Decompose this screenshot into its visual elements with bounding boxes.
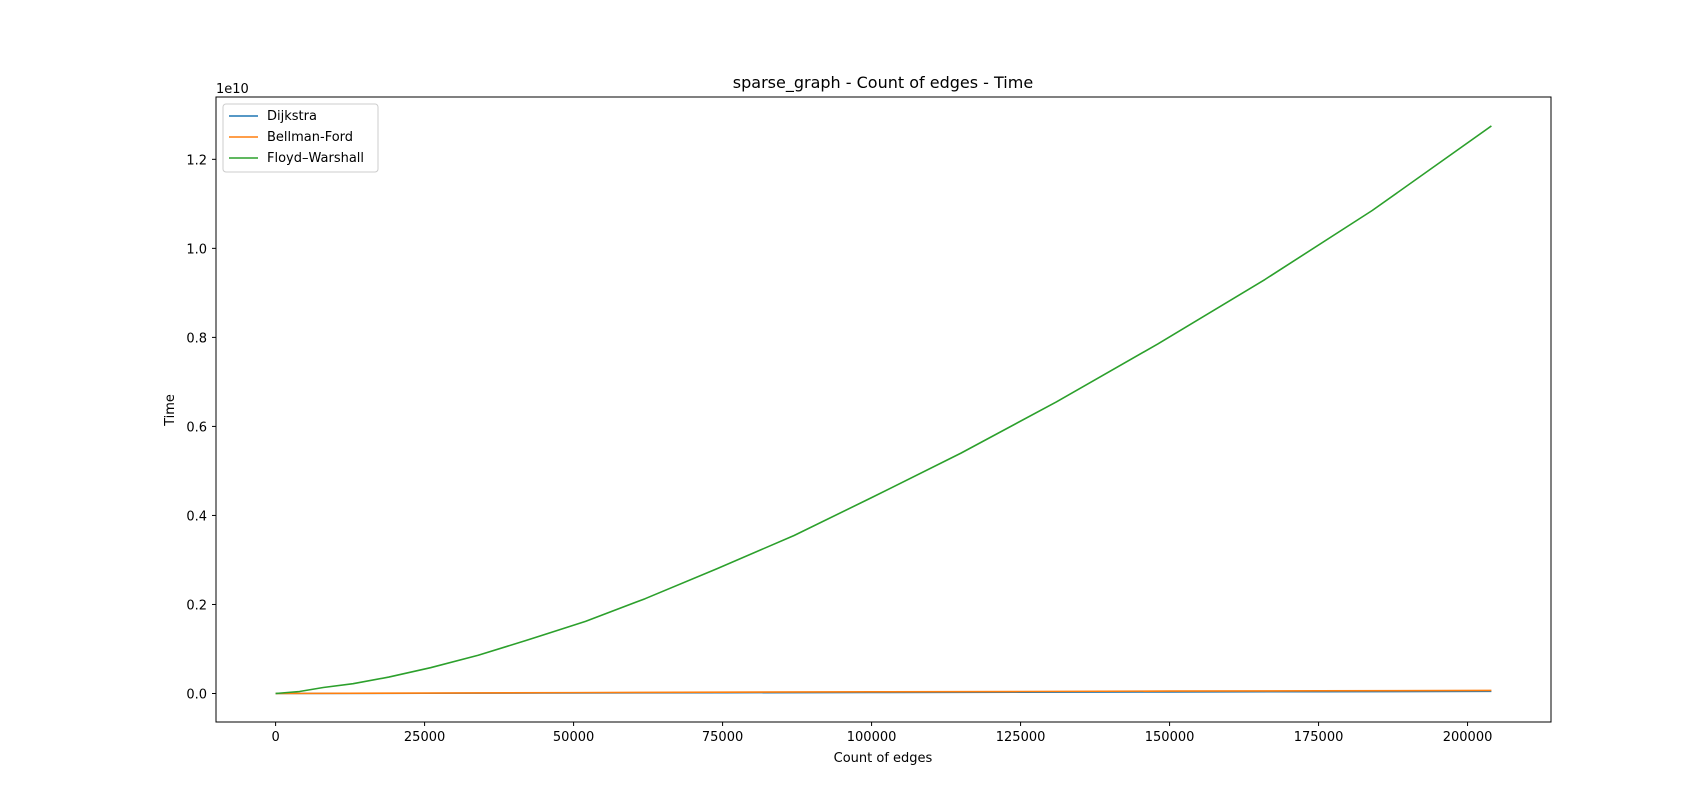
x-axis-label: Count of edges bbox=[834, 751, 933, 766]
x-tick-label: 0 bbox=[271, 730, 279, 745]
x-tick-label: 200000 bbox=[1443, 730, 1493, 745]
series-line-bellman-ford bbox=[275, 689, 1492, 695]
legend-label-floyd-warshall: Floyd–Warshall bbox=[267, 151, 364, 166]
y-tick-label: 0.0 bbox=[186, 688, 207, 703]
plot-area bbox=[216, 97, 1551, 722]
x-tick-label: 100000 bbox=[847, 730, 897, 745]
y-axis-label: Time bbox=[163, 394, 178, 427]
x-tick-label: 25000 bbox=[404, 730, 445, 745]
y-axis: 0.0 0.2 0.4 0.6 0.8 1.0 1.2 bbox=[186, 153, 216, 703]
chart-title: sparse_graph - Count of edges - Time bbox=[733, 73, 1033, 93]
y-tick-label: 0.6 bbox=[186, 420, 207, 435]
legend-label-bellman-ford: Bellman-Ford bbox=[267, 130, 353, 145]
x-tick-label: 175000 bbox=[1294, 730, 1344, 745]
series-line-floyd-warshall bbox=[275, 125, 1492, 695]
y-tick-label: 1.0 bbox=[186, 242, 207, 257]
series-layer bbox=[275, 125, 1492, 695]
x-tick-label: 125000 bbox=[996, 730, 1046, 745]
y-offset-label: 1e10 bbox=[216, 82, 249, 97]
y-tick-label: 0.4 bbox=[186, 509, 207, 524]
y-tick-label: 1.2 bbox=[186, 153, 207, 168]
plot-frame bbox=[215, 96, 1552, 723]
y-tick-label: 0.8 bbox=[186, 331, 207, 346]
x-tick-label: 75000 bbox=[702, 730, 743, 745]
y-tick-label: 0.2 bbox=[186, 598, 207, 613]
legend: Dijkstra Bellman-Ford Floyd–Warshall bbox=[222, 103, 379, 173]
x-tick-label: 50000 bbox=[553, 730, 594, 745]
x-axis: 0 25000 50000 75000 100000 125000 150000 175000… bbox=[271, 722, 1492, 745]
x-tick-label: 150000 bbox=[1145, 730, 1195, 745]
legend-box bbox=[222, 103, 379, 173]
legend-label-dijkstra: Dijkstra bbox=[267, 109, 317, 124]
